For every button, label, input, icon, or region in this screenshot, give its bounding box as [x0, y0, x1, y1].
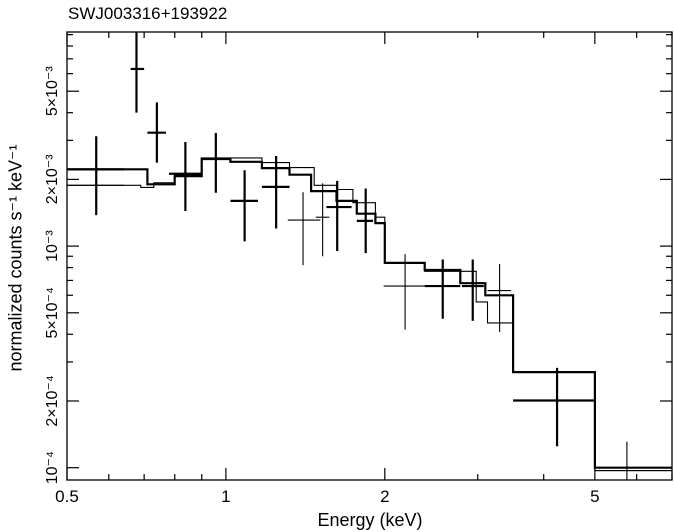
data-point [315, 183, 330, 257]
y-tick-label: 2×10⁻³ [44, 154, 61, 204]
data-point [67, 136, 124, 216]
data-point [147, 102, 166, 163]
plot-frame [66, 31, 673, 481]
data-point [201, 132, 231, 193]
data-point [594, 441, 672, 480]
x-tick-label: 0.5 [55, 487, 79, 506]
x-tick-label: 1 [221, 487, 230, 506]
chart-title: SWJ003316+193922 [68, 4, 228, 23]
data-point [356, 188, 374, 254]
y-tick-label: 5×10⁻⁴ [44, 287, 61, 338]
y-tick-label: 10⁻⁴ [44, 451, 61, 484]
model-step-line [67, 157, 672, 469]
data-point [487, 264, 512, 332]
x-tick-label: 5 [590, 487, 599, 506]
data-point [287, 192, 321, 266]
model-step-line [67, 157, 672, 472]
data-point [424, 259, 461, 319]
data-point [461, 259, 484, 321]
x-tick-label: 2 [380, 487, 389, 506]
y-tick-label: 10⁻³ [44, 230, 61, 262]
y-tick-label: 5×10⁻³ [44, 66, 61, 116]
y-axis-label: normalized counts s⁻¹ keV⁻¹ [5, 144, 26, 372]
data-point [383, 254, 425, 330]
x-axis-label: Energy (keV) [317, 510, 423, 530]
data-point [261, 156, 290, 229]
y-tick-label: 2×10⁻⁴ [44, 375, 61, 426]
data-point [230, 170, 258, 242]
data-point [513, 367, 595, 447]
data-point [130, 32, 145, 113]
